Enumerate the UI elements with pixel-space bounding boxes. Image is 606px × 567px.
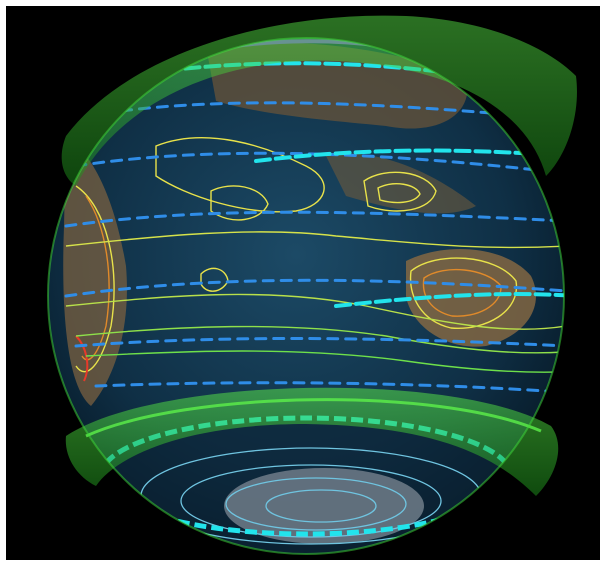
wind-flow-arrows <box>64 101 564 393</box>
globe-rim <box>47 37 565 555</box>
upper-green-band <box>61 15 577 186</box>
landmass-australia <box>406 249 536 347</box>
polar-vortex-region <box>86 416 526 554</box>
globe-scene <box>47 15 577 555</box>
lower-green-band <box>65 387 559 496</box>
visualization-frame <box>6 6 600 560</box>
contour-lines <box>65 137 564 382</box>
lower-green-band-rim <box>85 398 542 438</box>
